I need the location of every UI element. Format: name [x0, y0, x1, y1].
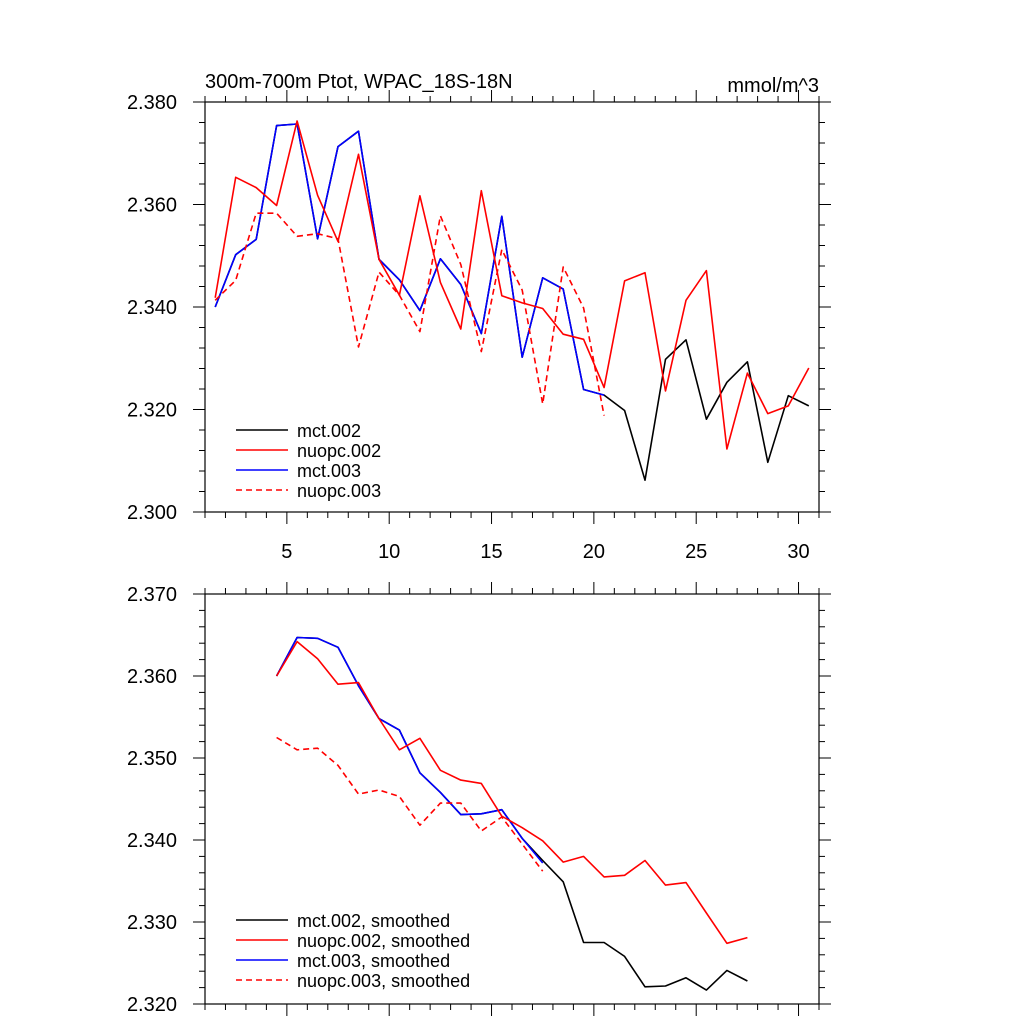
y-tick-label: 2.380	[127, 92, 177, 114]
series-line-nuopc-002	[214, 120, 810, 450]
legend-label: mct.002	[297, 421, 361, 441]
units-label: mmol/m^3	[727, 75, 819, 97]
legend-label: nuopc.003, smoothed	[297, 971, 470, 991]
y-tick-label: 2.320	[127, 994, 177, 1016]
series-line-mct-003-smoothed	[275, 636, 544, 864]
y-tick-label: 2.350	[127, 748, 177, 770]
legend-label: nuopc.003	[297, 481, 381, 501]
legend-label: mct.003	[297, 461, 361, 481]
x-tick-label: 30	[787, 541, 809, 563]
x-tick-label: 20	[583, 541, 605, 563]
series-line-nuopc-003	[214, 212, 605, 416]
legend-label: mct.003, smoothed	[297, 951, 450, 971]
series-line-nuopc-002-smoothed	[275, 640, 748, 945]
y-tick-label: 2.330	[127, 912, 177, 934]
bottom-panel: 2.320 2.330 2.340 2.350 2.360 2.370 mct.002, s…	[127, 582, 831, 1016]
y-tick-label: 2.360	[127, 195, 177, 217]
x-tick-label: 5	[281, 541, 292, 563]
legend-label: nuopc.002	[297, 441, 381, 461]
top-panel: 5 10 15 20 25 30 2.300 2.320 2.340 2.360 2.380 300m…	[127, 71, 831, 563]
y-tick-label: 2.320	[127, 400, 177, 422]
y-tick-label: 2.360	[127, 666, 177, 688]
y-tick-label: 2.340	[127, 830, 177, 852]
legend-label: nuopc.002, smoothed	[297, 931, 470, 951]
series-line-mct-003	[214, 123, 605, 396]
x-tick-label: 15	[480, 541, 502, 563]
x-tick-label: 25	[685, 541, 707, 563]
x-tick-label: 10	[378, 541, 400, 563]
chart-title: 300m-700m Ptot, WPAC_18S-18N	[205, 71, 513, 93]
y-tick-label: 2.300	[127, 502, 177, 524]
series-line-nuopc-003-smoothed	[276, 736, 544, 872]
y-tick-label: 2.340	[127, 297, 177, 319]
y-tick-label: 2.370	[127, 584, 177, 606]
legend-label: mct.002, smoothed	[297, 911, 450, 931]
